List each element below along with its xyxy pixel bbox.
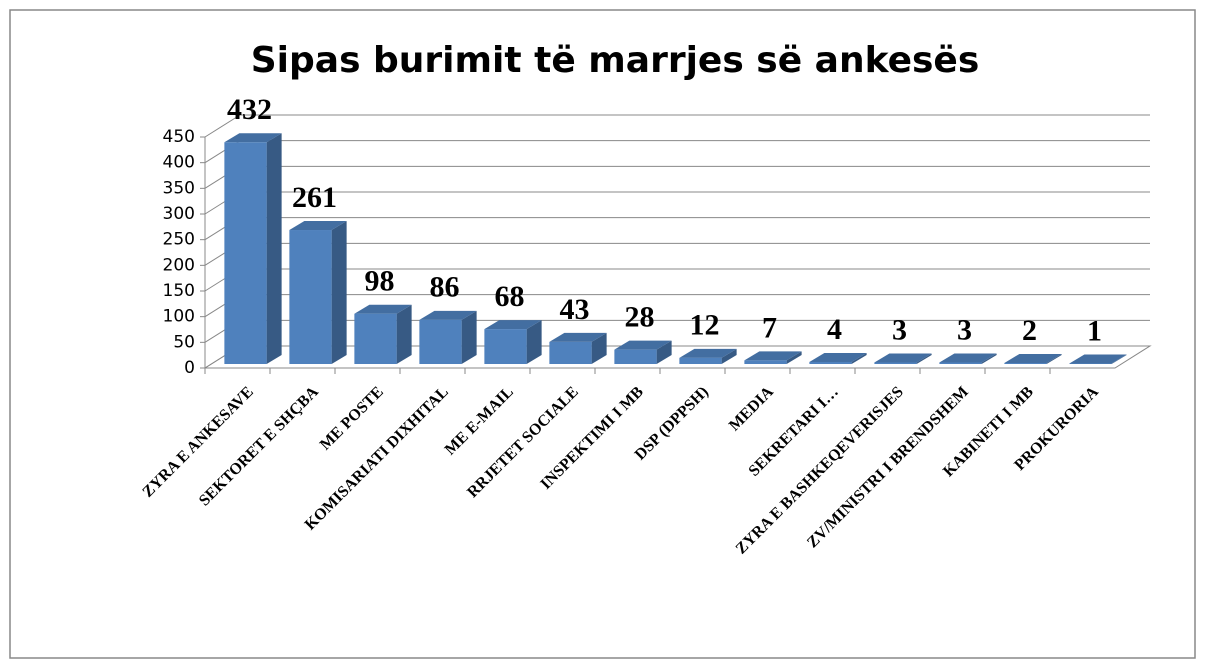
bar-side (786, 351, 802, 364)
y-tick-label: 300 (163, 204, 195, 224)
bar-front (289, 230, 332, 364)
bar (224, 133, 282, 364)
bar-front (419, 319, 462, 364)
bar (354, 304, 412, 364)
bar (874, 353, 932, 364)
bar-top (809, 352, 867, 362)
value-label: 68 (495, 280, 525, 313)
value-label: 3 (892, 313, 907, 346)
floor (203, 345, 1152, 369)
bar-side (916, 353, 932, 364)
bar-front (809, 361, 852, 364)
bar-side (721, 348, 737, 364)
bar-front (874, 362, 917, 364)
bar-front (224, 142, 267, 364)
value-label: 3 (957, 313, 972, 346)
value-label: 98 (365, 265, 395, 298)
bar-front (1069, 363, 1112, 364)
bar-side (526, 320, 542, 364)
bar (419, 310, 477, 364)
bar (549, 332, 607, 364)
value-label: 12 (690, 309, 720, 342)
bar-front (939, 362, 982, 364)
bar (679, 348, 737, 364)
bar (289, 221, 347, 364)
bar-side (591, 332, 607, 364)
bar (809, 352, 867, 364)
grid-line (204, 114, 241, 138)
y-tick-label: 100 (163, 307, 195, 327)
bar-top (419, 310, 477, 320)
bar-top (484, 320, 542, 330)
bar-side (266, 133, 282, 364)
bar-top (549, 332, 607, 342)
chart-title: Sipas burimit të marrjes së ankesës (251, 40, 980, 81)
bar-top (1004, 353, 1062, 363)
value-label: 261 (292, 181, 337, 214)
value-label: 1 (1087, 314, 1102, 347)
bar-side (981, 353, 997, 364)
y-tick-label: 400 (163, 153, 195, 173)
bar-side (1111, 354, 1127, 364)
y-tick-label: 250 (163, 230, 195, 250)
bar (1004, 353, 1062, 364)
bar (744, 351, 802, 364)
bar (939, 353, 997, 364)
bar-top (224, 133, 282, 143)
bar-top (354, 304, 412, 314)
value-label: 2 (1022, 314, 1037, 347)
y-tick-label: 0 (184, 358, 195, 378)
bar-front (354, 313, 397, 364)
bar-top (874, 353, 932, 363)
value-label: 86 (430, 271, 460, 304)
bar (614, 340, 672, 364)
value-label: 4 (827, 313, 842, 346)
y-tick-label: 150 (163, 281, 195, 301)
value-label: 7 (762, 311, 777, 344)
bar-top (679, 348, 737, 358)
bar-top (289, 221, 347, 231)
bar-side (461, 310, 477, 364)
bar-top (1069, 354, 1127, 364)
bar-side (331, 221, 347, 364)
value-label: 43 (560, 293, 590, 326)
bar-front (484, 329, 527, 364)
bar-top (939, 353, 997, 363)
bar-side (396, 304, 412, 364)
bar-front (614, 349, 657, 364)
bar (1069, 354, 1127, 364)
bar-front (744, 360, 787, 364)
bar-front (1004, 362, 1047, 364)
y-tick-label: 450 (163, 127, 195, 147)
bar-front (679, 357, 722, 364)
bar-top (614, 340, 672, 350)
bar-top (744, 351, 802, 361)
y-tick-label: 350 (163, 178, 195, 198)
bar-side (656, 340, 672, 364)
value-label: 28 (625, 301, 655, 334)
y-tick-label: 200 (163, 255, 195, 275)
value-label: 432 (227, 93, 272, 126)
y-tick-label: 50 (173, 332, 195, 352)
bar-side (1046, 353, 1062, 364)
bar-front (549, 341, 592, 364)
bar (484, 320, 542, 364)
bar-side (851, 352, 867, 364)
